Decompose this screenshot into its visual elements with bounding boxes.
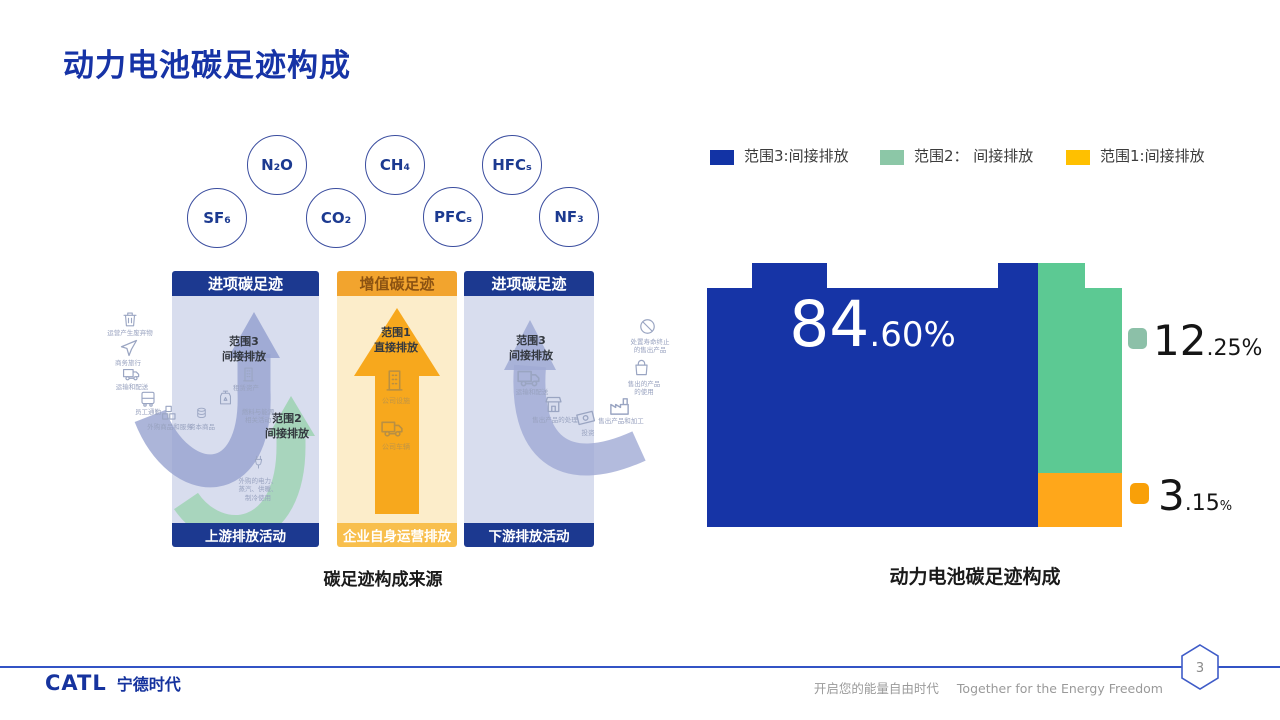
footer-divider xyxy=(0,666,1280,668)
building-icon xyxy=(386,370,403,391)
panel-downstream-header: 进项碳足迹 xyxy=(464,271,594,296)
scope3-value-label: 84.60% xyxy=(707,288,1038,527)
scope2-value-label: 12.25% xyxy=(1153,316,1262,365)
bus-icon xyxy=(141,391,155,407)
own-ops-item-label: 公司设施 xyxy=(382,397,410,405)
own-ops-item-label: 公司车辆 xyxy=(382,443,410,451)
panel-upstream-footer: 上游排放活动 xyxy=(172,523,319,547)
scope1-value-int: 3 xyxy=(1158,471,1185,520)
brand-logo: CATL 宁德时代 xyxy=(45,671,181,695)
plug-icon xyxy=(254,455,263,469)
gas-circle-pfcs: PFCₛ xyxy=(423,187,483,247)
scope1-marker xyxy=(1130,483,1149,504)
scope2-value-int: 12 xyxy=(1153,316,1207,365)
scope1-label: 范围1 直接排放 xyxy=(374,326,418,354)
truck-icon xyxy=(122,368,140,381)
gas-circle-co2: CO₂ xyxy=(306,188,366,248)
side-left-label: 员工通勤 xyxy=(135,408,161,416)
scope1-value-pct: % xyxy=(1219,499,1233,514)
no-sign-icon xyxy=(640,319,655,334)
upstream-item-label: 外购的电力、 蒸汽、供暖、 制冷使用 xyxy=(238,477,278,502)
downstream-item-label: 运输和配送 xyxy=(515,388,549,396)
gas-circle-n2o: N₂O xyxy=(247,135,307,195)
shop-icon xyxy=(545,396,562,413)
downstream-arrow xyxy=(504,320,646,476)
side-left-label: 商务旅行 xyxy=(115,359,141,367)
footer-tagline: 开启您的能量自由时代 Together for the Energy Freed… xyxy=(814,678,1163,697)
battery-terminal-right-green xyxy=(1038,263,1085,289)
upstream-scope3-label: 范围3 间接排放 xyxy=(222,335,266,363)
legend-swatch-scope3 xyxy=(710,150,734,165)
upstream-item-label: 租赁资产 xyxy=(233,384,259,392)
legend-label-scope3: 范围3:间接排放 xyxy=(744,147,849,165)
side-right-label: 售出产品和加工 xyxy=(598,417,644,425)
truck-icon xyxy=(381,421,403,437)
chart-segment-scope3 xyxy=(707,288,1038,527)
page-title: 动力电池碳足迹构成 xyxy=(63,48,351,84)
legend-label-scope2: 范围2： 间接排放 xyxy=(914,147,1034,165)
battery-terminal-right-blue xyxy=(998,263,1038,289)
trash-icon xyxy=(123,312,137,327)
footer-tagline-cn: 开启您的能量自由时代 xyxy=(813,681,939,696)
truck-icon xyxy=(517,370,540,387)
side-left-label: 运营产生废弃物 xyxy=(107,329,153,337)
chart-segment-scope1 xyxy=(1038,473,1122,527)
downstream-item-label: 投资 xyxy=(581,429,595,437)
upstream-item-label: 燃料与能源 相关活动 xyxy=(241,408,275,425)
gas-circle-ch4: CH₄ xyxy=(365,135,425,195)
side-left-label: 外购商品和服务 xyxy=(147,423,193,431)
legend-swatch-scope1 xyxy=(1066,150,1090,165)
coins-icon xyxy=(197,407,206,419)
building-icon xyxy=(243,367,254,382)
scope2-marker xyxy=(1128,328,1147,349)
boxes-icon xyxy=(162,405,176,420)
gas-circle-sf6: SF₆ xyxy=(187,188,247,248)
scope1-arrow xyxy=(354,308,440,514)
plane-icon xyxy=(120,339,138,357)
side-right-label: 售出的产品 的使用 xyxy=(627,380,661,397)
scope2-value-frac: .25% xyxy=(1206,336,1263,361)
upstream-item-label: 资本商品 xyxy=(189,423,215,431)
scope1-value-frac: .15 xyxy=(1184,491,1220,516)
brand-logo-cn: 宁德时代 xyxy=(116,675,181,694)
brand-logo-latin: CATL xyxy=(45,671,107,695)
bag-icon xyxy=(635,359,648,376)
factory-icon xyxy=(610,398,629,415)
scope3-value-int: 84 xyxy=(789,288,870,361)
page-number-badge: 3 xyxy=(1181,644,1219,690)
panel-downstream-footer: 下游排放活动 xyxy=(464,523,594,547)
legend-label-scope1: 范围1:间接排放 xyxy=(1100,147,1205,165)
battery-terminal-left xyxy=(752,263,827,289)
side-right-label: 处置寿命终止 的售出产品 xyxy=(630,338,670,355)
panel-downstream: 进项碳足迹 下游排放活动 xyxy=(464,271,646,547)
panel-own-ops: 增值碳足迹 企业自身运营排放 xyxy=(337,271,457,547)
scope3-value-frac: .60% xyxy=(869,315,956,355)
scope1-value-label: 3.15% xyxy=(1158,471,1232,520)
downstream-scope3-label: 范围3 间接排放 xyxy=(509,334,553,362)
side-left-label: 运输和配送 xyxy=(115,383,149,391)
oilcan-icon xyxy=(220,390,231,405)
legend-swatch-scope2 xyxy=(880,150,904,165)
panel-upstream: 进项碳足迹 上游排放活动 xyxy=(134,271,319,547)
money-icon xyxy=(576,410,596,426)
upstream-scope2-label: 范围2 间接排放 xyxy=(265,412,309,440)
gas-circle-nf3: NF₃ xyxy=(539,187,599,247)
diagram-caption: 碳足迹构成来源 xyxy=(323,570,443,590)
chart-caption: 动力电池碳足迹构成 xyxy=(889,566,1061,588)
footer-tagline-en: Together for the Energy Freedom xyxy=(956,681,1163,696)
chart-segment-scope2 xyxy=(1038,288,1122,473)
downstream-item-label: 售出产品的处理 xyxy=(532,416,578,424)
panel-own-ops-header: 增值碳足迹 xyxy=(337,271,457,296)
panel-upstream-header: 进项碳足迹 xyxy=(172,271,319,296)
page-number: 3 xyxy=(1196,661,1204,676)
panel-own-ops-footer: 企业自身运营排放 xyxy=(337,523,457,547)
gas-circle-hfcs: HFCₛ xyxy=(482,135,542,195)
